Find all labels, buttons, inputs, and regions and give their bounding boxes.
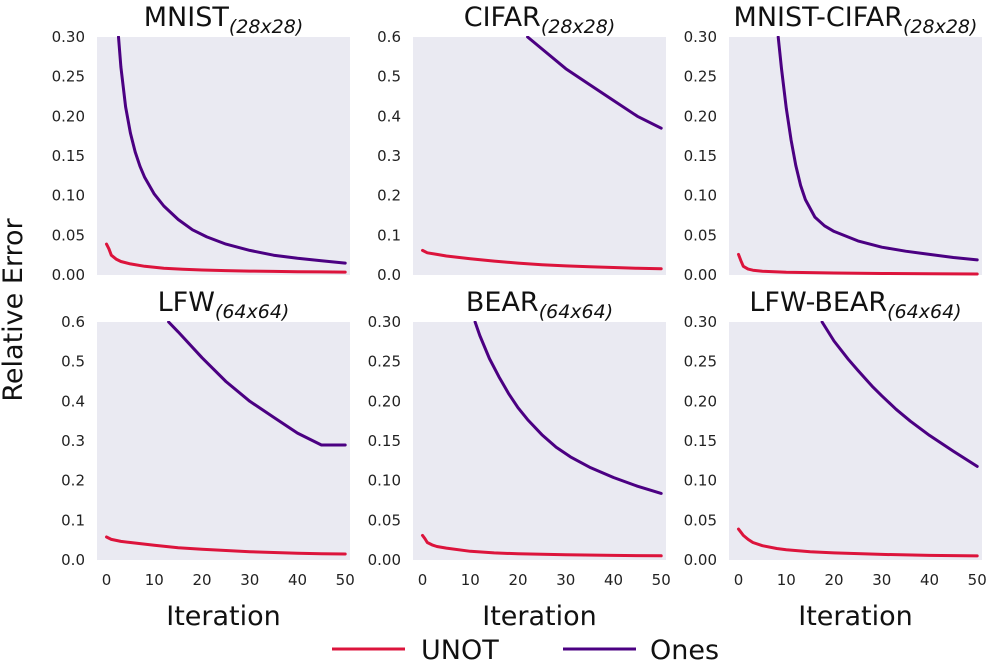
series-line-ones <box>776 36 979 262</box>
y-tick-label: 0.0 <box>61 551 85 569</box>
y-tick-label: 0.05 <box>368 511 401 529</box>
series-line-ones <box>167 321 347 447</box>
y-tick-label: 0.3 <box>61 432 85 450</box>
panel-title-bear: BEAR(64x64) <box>466 287 613 323</box>
panel-title-lfw: LFW(64x64) <box>158 287 290 323</box>
plot-area-lfw-bear <box>729 322 982 560</box>
series-line-unot <box>105 535 347 556</box>
y-tick-label: 0.30 <box>368 313 401 331</box>
y-tick-label: 0.10 <box>52 187 85 205</box>
x-tick-label: 30 <box>240 571 259 589</box>
y-tick-label: 0.1 <box>61 511 85 529</box>
x-axis-label: Iteration <box>166 601 281 632</box>
panel-mnist: 0.00 0.05 0.10 0.15 0.20 0.25 0.30 MNIST(28x28) <box>52 2 350 284</box>
panel-title-mnist-cifar: MNIST-CIFAR(28x28) <box>734 2 978 38</box>
plot-area-cifar <box>413 37 666 275</box>
y-tick-label: 0.00 <box>684 551 717 569</box>
x-tick-label: 0 <box>734 571 744 589</box>
y-tick-label: 0.00 <box>368 551 401 569</box>
series-line-unot <box>421 248 663 271</box>
y-tick-label: 0.00 <box>684 266 717 284</box>
y-tick-label: 0.30 <box>684 28 717 46</box>
y-tick-label: 0.20 <box>52 107 85 125</box>
x-axis-label: Iteration <box>482 601 597 632</box>
series-line-unot <box>737 527 979 558</box>
plot-area-mnist <box>97 37 350 275</box>
y-tick-label: 0.15 <box>684 432 717 450</box>
y-tick-label: 0.0 <box>377 266 401 284</box>
y-tick-label: 0.30 <box>52 28 85 46</box>
panel-mnist-cifar: 0.00 0.05 0.10 0.15 0.20 0.25 0.30 MNIST-CIFAR(… <box>684 2 982 284</box>
x-tick-label: 20 <box>192 571 211 589</box>
y-tick-label: 0.6 <box>61 313 85 331</box>
panel-bear: 0.00 0.05 0.10 0.15 0.20 0.25 0.30 0 10 20 30 40 50 I… <box>368 287 671 632</box>
series-line-ones <box>117 36 347 265</box>
panel-lfw: 0.0 0.1 0.2 0.3 0.4 0.5 0.6 0 10 20 30 40 50 Iteratio… <box>61 287 355 632</box>
panel-cifar: 0.0 0.1 0.2 0.3 0.4 0.5 0.6 CIFAR(28x28) <box>377 2 666 284</box>
legend: UNOT Ones <box>332 635 719 662</box>
plot-area-mnist-cifar <box>729 37 982 275</box>
x-tick-label: 30 <box>872 571 891 589</box>
panel-title-lfw-bear: LFW-BEAR(64x64) <box>749 287 961 323</box>
panel-lfw-bear: 0.00 0.05 0.10 0.15 0.20 0.25 0.30 0 10 20 30 40 50 I… <box>684 287 987 632</box>
y-tick-label: 0.30 <box>684 313 717 331</box>
x-tick-label: 0 <box>102 571 112 589</box>
x-tick-label: 50 <box>336 571 355 589</box>
x-tick-label: 0 <box>418 571 428 589</box>
x-tick-label: 30 <box>556 571 575 589</box>
y-tick-label: 0.20 <box>368 392 401 410</box>
x-tick-label: 10 <box>777 571 796 589</box>
y-tick-label: 0.10 <box>368 472 401 490</box>
y-tick-label: 0.2 <box>377 187 401 205</box>
y-tick-label: 0.15 <box>52 147 85 165</box>
y-tick-label: 0.4 <box>377 107 401 125</box>
x-axis-label: Iteration <box>798 601 913 632</box>
series-line-ones <box>820 321 979 468</box>
x-tick-label: 20 <box>824 571 843 589</box>
y-tick-label: 0.5 <box>61 353 85 371</box>
series-line-unot <box>737 252 979 276</box>
y-tick-label: 0.25 <box>368 353 401 371</box>
plot-area-bear <box>413 322 666 560</box>
series-line-unot <box>421 533 663 558</box>
x-tick-label: 20 <box>508 571 527 589</box>
y-tick-label: 0.10 <box>684 187 717 205</box>
y-tick-label: 0.05 <box>684 226 717 244</box>
series-line-ones <box>526 36 663 130</box>
y-tick-label: 0.3 <box>377 147 401 165</box>
series-line-unot <box>105 242 347 274</box>
series-line-ones <box>473 321 663 495</box>
x-tick-label: 50 <box>968 571 987 589</box>
y-tick-label: 0.15 <box>684 147 717 165</box>
y-tick-label: 0.4 <box>61 392 85 410</box>
x-tick-label: 10 <box>145 571 164 589</box>
panel-title-cifar: CIFAR(28x28) <box>464 2 616 38</box>
panel-title-mnist: MNIST(28x28) <box>144 2 304 38</box>
y-tick-label: 0.00 <box>52 266 85 284</box>
y-tick-label: 0.25 <box>684 353 717 371</box>
y-tick-label: 0.25 <box>684 68 717 86</box>
y-tick-label: 0.05 <box>684 511 717 529</box>
plot-area-lfw <box>97 322 350 560</box>
y-tick-label: 0.10 <box>684 472 717 490</box>
x-tick-label: 40 <box>920 571 939 589</box>
x-tick-label: 10 <box>461 571 480 589</box>
y-tick-label: 0.5 <box>377 68 401 86</box>
y-tick-label: 0.20 <box>684 392 717 410</box>
y-tick-label: 0.25 <box>52 68 85 86</box>
x-tick-label: 40 <box>288 571 307 589</box>
y-tick-label: 0.15 <box>368 432 401 450</box>
x-tick-label: 50 <box>652 571 671 589</box>
legend-label-ones: Ones <box>650 635 719 662</box>
y-axis-label: Relative Error <box>0 217 29 401</box>
y-tick-label: 0.05 <box>52 226 85 244</box>
y-tick-label: 0.1 <box>377 226 401 244</box>
x-tick-label: 40 <box>604 571 623 589</box>
y-tick-label: 0.6 <box>377 28 401 46</box>
y-tick-label: 0.2 <box>61 472 85 490</box>
y-tick-label: 0.20 <box>684 107 717 125</box>
legend-label-unot: UNOT <box>421 635 499 662</box>
